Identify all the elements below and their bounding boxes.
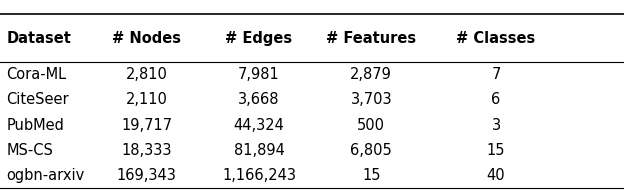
Text: 1,166,243: 1,166,243 <box>222 168 296 183</box>
Text: 40: 40 <box>487 168 505 183</box>
Text: 81,894: 81,894 <box>233 143 285 158</box>
Text: 18,333: 18,333 <box>122 143 172 158</box>
Text: # Nodes: # Nodes <box>112 31 181 46</box>
Text: 2,110: 2,110 <box>125 92 168 107</box>
Text: PubMed: PubMed <box>6 118 64 133</box>
Text: 500: 500 <box>358 118 385 133</box>
Text: # Features: # Features <box>326 31 416 46</box>
Text: # Edges: # Edges <box>225 31 293 46</box>
Text: 169,343: 169,343 <box>117 168 177 183</box>
Text: Dataset: Dataset <box>6 31 71 46</box>
Text: 6: 6 <box>492 92 500 107</box>
Text: 6,805: 6,805 <box>351 143 392 158</box>
Text: 7: 7 <box>491 67 501 82</box>
Text: MS-CS: MS-CS <box>6 143 53 158</box>
Text: 7,981: 7,981 <box>238 67 280 82</box>
Text: # Classes: # Classes <box>456 31 536 46</box>
Text: 15: 15 <box>362 168 381 183</box>
Text: 3,703: 3,703 <box>351 92 392 107</box>
Text: 44,324: 44,324 <box>233 118 285 133</box>
Text: Cora-ML: Cora-ML <box>6 67 66 82</box>
Text: 15: 15 <box>487 143 505 158</box>
Text: 19,717: 19,717 <box>121 118 172 133</box>
Text: 3,668: 3,668 <box>238 92 280 107</box>
Text: 2,879: 2,879 <box>350 67 392 82</box>
Text: ogbn-arxiv: ogbn-arxiv <box>6 168 84 183</box>
Text: CiteSeer: CiteSeer <box>6 92 69 107</box>
Text: 2,810: 2,810 <box>125 67 168 82</box>
Text: 3: 3 <box>492 118 500 133</box>
